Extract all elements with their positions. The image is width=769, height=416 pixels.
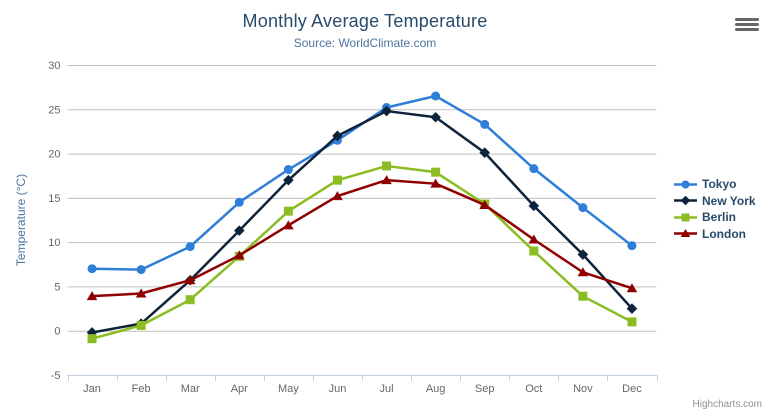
point-berlin-feb[interactable] [136, 320, 146, 330]
point-new-york-jun[interactable] [332, 130, 343, 142]
point-london-nov[interactable] [577, 267, 589, 277]
y-axis-title: Temperature (°C) [14, 174, 28, 266]
y-axis-label: 0 [54, 326, 60, 338]
y-axis-label: 15 [48, 193, 60, 205]
point-london-apr[interactable] [233, 250, 245, 260]
point-new-york-aug[interactable] [430, 111, 441, 123]
point-new-york-oct[interactable] [528, 200, 540, 212]
y-axis-label: -5 [51, 370, 61, 382]
x-axis-label: Dec [622, 383, 642, 395]
point-tokyo-mar[interactable] [185, 242, 195, 252]
triangle-marker-icon [674, 229, 697, 238]
x-axis-label: Feb [132, 383, 151, 395]
point-new-york-dec[interactable] [626, 303, 638, 314]
point-tokyo-feb[interactable] [136, 265, 146, 275]
point-london-aug[interactable] [430, 178, 441, 188]
legend-symbol-marker [680, 229, 691, 238]
series-line-new-york [90, 109, 634, 334]
point-tokyo-nov[interactable] [578, 203, 588, 213]
point-berlin-jun[interactable] [332, 175, 342, 185]
series-line-tokyo [90, 94, 634, 271]
point-berlin-oct[interactable] [529, 246, 539, 256]
series-line-berlin [90, 164, 634, 340]
point-berlin-mar[interactable] [185, 295, 195, 305]
point-new-york-apr[interactable] [233, 225, 245, 236]
x-axis-label: Jul [380, 383, 394, 395]
x-axis-label: Nov [573, 383, 593, 395]
hamburger-icon [735, 28, 759, 31]
chart-subtitle: Source: WorldClimate.com [293, 36, 437, 50]
y-axis-label: 10 [48, 237, 60, 249]
legend-label: Tokyo [702, 177, 737, 192]
point-tokyo-jan[interactable] [87, 264, 97, 274]
point-berlin-jul[interactable] [382, 161, 392, 171]
hamburger-icon [735, 18, 759, 21]
square-marker-icon [674, 213, 697, 222]
point-london-sep[interactable] [479, 199, 491, 209]
legend-item-new-york[interactable]: New York [674, 193, 756, 210]
point-berlin-nov[interactable] [578, 291, 588, 301]
x-axis-label: Apr [231, 383, 248, 395]
legend-item-london[interactable]: London [674, 226, 756, 243]
y-axis-label: 5 [54, 281, 60, 293]
export-menu-button[interactable] [735, 18, 759, 32]
series-line-london [90, 178, 634, 298]
point-new-york-nov[interactable] [577, 249, 589, 260]
y-axis-label: 30 [48, 60, 60, 72]
legend-item-berlin[interactable]: Berlin [674, 209, 756, 226]
x-axis-label: May [278, 383, 299, 395]
point-berlin-may[interactable] [283, 206, 293, 216]
x-axis-label: Sep [475, 383, 495, 395]
hamburger-icon [735, 23, 759, 26]
legend-symbol-marker [681, 213, 690, 222]
point-london-mar[interactable] [184, 275, 196, 285]
y-axis-label: 20 [48, 149, 60, 161]
y-axis-label: 25 [48, 104, 60, 116]
point-tokyo-aug[interactable] [431, 91, 441, 101]
diamond-marker-icon [674, 195, 697, 206]
x-axis-label: Jan [83, 383, 101, 395]
point-tokyo-may[interactable] [283, 165, 293, 175]
x-axis-label: Jun [329, 383, 347, 395]
x-axis-label: Oct [525, 383, 542, 395]
x-axis-label: Mar [181, 383, 200, 395]
point-new-york-sep[interactable] [479, 147, 491, 158]
x-axis-label: Aug [426, 383, 446, 395]
point-london-jun[interactable] [332, 191, 343, 201]
point-london-feb[interactable] [135, 288, 147, 298]
point-london-may[interactable] [283, 220, 294, 230]
circle-marker-icon [674, 180, 697, 189]
legend-symbol-marker [680, 195, 691, 206]
point-london-jul[interactable] [381, 175, 392, 185]
credits-link[interactable]: Highcharts.com [692, 399, 762, 410]
point-new-york-may[interactable] [283, 174, 294, 186]
point-tokyo-dec[interactable] [627, 241, 637, 251]
point-tokyo-sep[interactable] [480, 119, 490, 129]
legend-label: Berlin [702, 210, 737, 225]
legend: Tokyo New York Berlin London [674, 176, 756, 242]
legend-label: London [702, 226, 746, 241]
point-berlin-dec[interactable] [627, 317, 637, 327]
point-london-dec[interactable] [626, 283, 638, 293]
point-berlin-aug[interactable] [431, 167, 441, 177]
chart-title: Monthly Average Temperature [242, 11, 488, 31]
point-tokyo-oct[interactable] [529, 164, 539, 174]
point-london-oct[interactable] [528, 234, 540, 244]
point-london-jan[interactable] [86, 291, 98, 301]
legend-label: New York [702, 193, 756, 208]
legend-item-tokyo[interactable]: Tokyo [674, 176, 756, 193]
point-berlin-jan[interactable] [87, 334, 97, 344]
point-tokyo-apr[interactable] [234, 197, 244, 207]
legend-symbol-marker [681, 180, 690, 189]
point-new-york-jul[interactable] [381, 105, 392, 117]
